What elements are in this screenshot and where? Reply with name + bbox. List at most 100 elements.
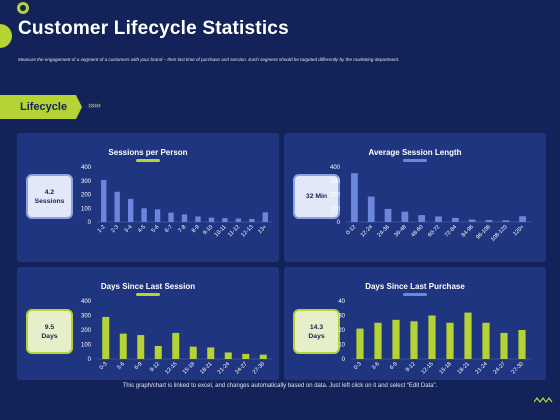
panel-average-session-length: Average Session Length 32 Min 0 100 200 300… xyxy=(284,133,546,262)
x-tick-label: 120+ xyxy=(512,224,525,237)
bar xyxy=(500,332,508,359)
bar xyxy=(392,319,400,359)
x-tick-label: 4-5 xyxy=(137,224,147,234)
bar xyxy=(384,208,392,222)
y-tick-label: 0 xyxy=(88,357,92,363)
kpi-card-last-purchase: 14.3 Days xyxy=(293,309,340,354)
x-tick-label: 12-24 xyxy=(360,224,374,238)
chart-days-since-last-purchase: 0 10 20 30 40 0-3 3-6 6-9 9-12 12-15 15-18 18-21 21-… xyxy=(338,299,531,376)
chart-sessions-per-person: 0 100 200 300 400 1-2 2-3 3-4 4-5 5-6 6-7 7-8 8-9 9-1… xyxy=(81,165,272,239)
title-underline xyxy=(136,293,160,296)
bar xyxy=(451,217,459,222)
y-tick-label: 400 xyxy=(81,165,92,171)
x-tick-label: 24-27 xyxy=(493,361,507,375)
x-tick-label: 11-12 xyxy=(227,224,241,238)
x-tick-label: 12-15 xyxy=(421,361,435,375)
bar xyxy=(468,219,476,222)
x-tick-label: 8-9 xyxy=(191,224,201,234)
bar xyxy=(518,330,526,359)
y-tick-label: 100 xyxy=(81,343,92,349)
y-tick-label: 100 xyxy=(81,206,92,212)
chart-title: Average Session Length xyxy=(368,148,462,157)
bar xyxy=(222,218,228,222)
y-tick-label: 10 xyxy=(338,343,345,349)
bar xyxy=(410,321,418,359)
y-tick-label: 20 xyxy=(338,328,345,334)
bar xyxy=(428,315,436,359)
x-tick-label: 6-9 xyxy=(134,361,144,371)
panel-days-since-last-session: Days Since Last Session 9.5 Days 0 100 200… xyxy=(17,267,279,380)
bar xyxy=(101,180,107,222)
bar xyxy=(356,328,364,359)
bar xyxy=(102,316,110,359)
x-tick-label: 9-12 xyxy=(149,361,161,373)
x-tick-label: 0-12 xyxy=(345,224,357,236)
x-tick-label: 9-12 xyxy=(405,361,417,373)
bar xyxy=(351,173,358,222)
decorative-circle xyxy=(0,24,12,48)
bar xyxy=(207,347,215,359)
chart-title: Days Since Last Purchase xyxy=(365,282,465,291)
bar xyxy=(114,191,120,222)
bar xyxy=(181,214,188,222)
bar xyxy=(259,354,267,359)
y-tick-label: 40 xyxy=(338,299,345,305)
kpi-card-sessions: 4.2 Sessions xyxy=(26,174,73,219)
chart-title: Sessions per Person xyxy=(108,148,188,157)
bar xyxy=(172,332,180,359)
zigzag-icon xyxy=(534,397,553,403)
page-subtitle: Measure the engagement of a segment of a… xyxy=(18,57,400,62)
chart-title: Days Since Last Session xyxy=(100,282,196,291)
kpi-card-last-session: 9.5 Days xyxy=(26,309,73,354)
x-tick-label: 5-6 xyxy=(151,224,161,234)
bar xyxy=(464,312,472,359)
page-title: Customer Lifecycle Statistics xyxy=(18,18,289,39)
bar xyxy=(401,211,409,222)
x-tick-label: 7-8 xyxy=(177,224,187,234)
bar xyxy=(367,196,375,222)
bar xyxy=(154,345,162,359)
x-tick-label: 21-24 xyxy=(475,361,489,375)
decorative-ring xyxy=(17,2,29,14)
x-tick-label: 18-21 xyxy=(199,361,213,375)
bar xyxy=(154,209,161,222)
x-tick-label: 12-13 xyxy=(240,224,254,238)
y-tick-label: 100 xyxy=(330,206,341,212)
x-tick-label: 6-9 xyxy=(389,361,399,371)
y-tick-label: 30 xyxy=(338,314,345,320)
title-underline xyxy=(403,293,427,296)
x-tick-label: 15-18 xyxy=(439,361,453,375)
x-tick-label: 84-96 xyxy=(461,224,475,238)
bar xyxy=(141,208,147,222)
y-tick-label: 200 xyxy=(81,193,92,199)
x-tick-label: 9-10 xyxy=(202,224,214,236)
bar xyxy=(502,220,510,222)
x-tick-label: 24-36 xyxy=(377,224,391,238)
y-tick-label: 300 xyxy=(81,179,92,185)
x-tick-label: 3-4 xyxy=(124,224,134,234)
x-tick-label: 1-2 xyxy=(97,224,107,234)
chart-days-since-last-session: 0 100 200 300 400 0-3 3-6 6-9 9-12 12-15 15-18 18-2… xyxy=(81,299,272,376)
bar xyxy=(485,219,493,222)
x-tick-label: 3-6 xyxy=(116,361,126,371)
bar xyxy=(262,212,268,222)
panel-sessions-per-person: Sessions per Person 4.2 Sessions 0 100 200… xyxy=(17,133,279,262)
x-tick-label: 2-3 xyxy=(110,224,120,234)
x-tick-label: 10-11 xyxy=(214,224,228,238)
bar xyxy=(189,346,197,359)
bar xyxy=(446,322,454,359)
x-tick-label: 108-120 xyxy=(490,224,509,243)
panel-days-since-last-purchase: Days Since Last Purchase 14.3 Days 0 10 20… xyxy=(284,267,546,380)
bar xyxy=(235,218,242,222)
y-tick-label: 200 xyxy=(81,328,92,334)
x-tick-label: 13+ xyxy=(257,224,268,235)
bar xyxy=(137,335,145,359)
bar xyxy=(435,216,442,222)
bar xyxy=(224,352,232,359)
y-tick-label: 400 xyxy=(330,165,341,171)
x-tick-label: 6-7 xyxy=(164,224,174,234)
bar xyxy=(249,218,255,222)
x-tick-label: 24-27 xyxy=(234,361,248,375)
bar xyxy=(374,322,382,359)
y-tick-label: 400 xyxy=(81,299,92,305)
